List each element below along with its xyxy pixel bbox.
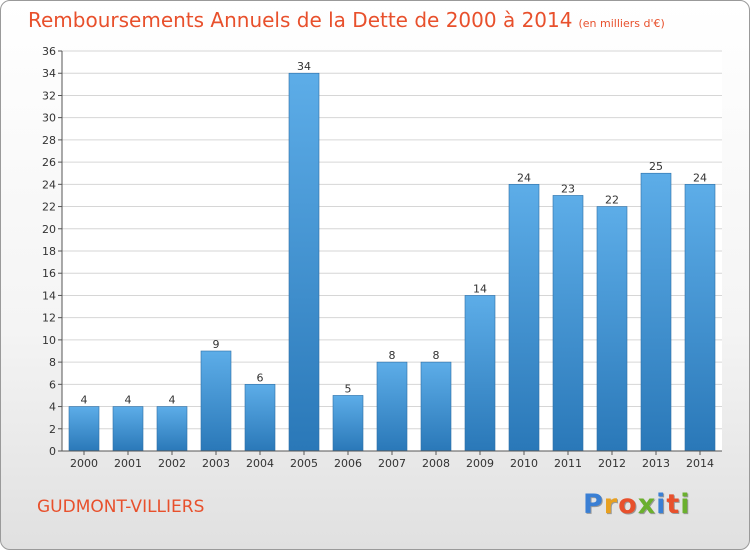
bar <box>68 406 100 452</box>
bar <box>376 361 408 452</box>
bar-value-label: 23 <box>561 182 575 195</box>
bar-value-label: 24 <box>693 171 707 184</box>
bar <box>420 361 452 452</box>
bar <box>332 395 364 452</box>
bar-value-label: 22 <box>605 194 619 207</box>
y-tick-label: 24 <box>42 178 56 191</box>
y-tick-label: 16 <box>42 267 56 280</box>
bar <box>200 350 232 452</box>
bar-value-label: 25 <box>649 160 663 173</box>
chart-subtitle: (en milliers d'€) <box>578 17 665 30</box>
bar-value-label: 5 <box>345 382 352 395</box>
bar-value-label: 8 <box>433 349 440 362</box>
bar-value-label: 8 <box>389 349 396 362</box>
y-tick-label: 36 <box>42 45 56 58</box>
bar-value-label: 24 <box>517 171 531 184</box>
bar <box>244 384 276 452</box>
y-tick-label: 30 <box>42 112 56 125</box>
bar-value-label: 4 <box>125 394 132 407</box>
y-tick-label: 20 <box>42 223 56 236</box>
x-tick-label: 2003 <box>202 457 230 470</box>
bar <box>640 172 672 452</box>
bar <box>596 206 628 452</box>
x-tick-label: 2000 <box>70 457 98 470</box>
x-tick-label: 2010 <box>510 457 538 470</box>
bar-value-label: 4 <box>169 394 176 407</box>
bar <box>464 295 496 452</box>
x-tick-label: 2012 <box>598 457 626 470</box>
x-tick-label: 2013 <box>642 457 670 470</box>
x-tick-label: 2008 <box>422 457 450 470</box>
y-tick-label: 12 <box>42 312 56 325</box>
bar <box>684 184 716 452</box>
chart-title: Remboursements Annuels de la Dette de 20… <box>28 8 665 32</box>
y-tick-label: 6 <box>49 378 56 391</box>
bar <box>156 406 188 452</box>
y-tick-label: 2 <box>49 423 56 436</box>
x-tick-label: 2011 <box>554 457 582 470</box>
y-tick-label: 34 <box>42 67 56 80</box>
bar-value-label: 4 <box>81 394 88 407</box>
proxiti-logo: Proxiti <box>583 489 691 520</box>
bar <box>552 195 584 452</box>
bar-value-label: 6 <box>257 371 264 384</box>
x-tick-label: 2014 <box>686 457 714 470</box>
y-tick-label: 8 <box>49 356 56 369</box>
x-tick-label: 2005 <box>290 457 318 470</box>
chart-title-text: Remboursements Annuels de la Dette de 20… <box>28 8 573 32</box>
bar <box>508 184 540 452</box>
y-tick-label: 32 <box>42 89 56 102</box>
bar <box>288 72 320 452</box>
x-tick-label: 2006 <box>334 457 362 470</box>
y-tick-label: 22 <box>42 201 56 214</box>
y-tick-label: 0 <box>49 445 56 458</box>
y-tick-label: 14 <box>42 289 56 302</box>
bar-value-label: 34 <box>297 60 311 73</box>
commune-name: GUDMONT-VILLIERS <box>37 497 205 517</box>
x-tick-label: 2009 <box>466 457 494 470</box>
y-tick-label: 18 <box>42 245 56 258</box>
x-tick-label: 2001 <box>114 457 142 470</box>
x-tick-label: 2002 <box>158 457 186 470</box>
bar <box>112 406 144 452</box>
y-tick-label: 28 <box>42 134 56 147</box>
x-tick-label: 2007 <box>378 457 406 470</box>
bar-value-label: 14 <box>473 282 487 295</box>
x-tick-label: 2004 <box>246 457 274 470</box>
bar-value-label: 9 <box>213 338 220 351</box>
y-tick-label: 10 <box>42 334 56 347</box>
y-tick-label: 4 <box>49 401 56 414</box>
y-tick-label: 26 <box>42 156 56 169</box>
